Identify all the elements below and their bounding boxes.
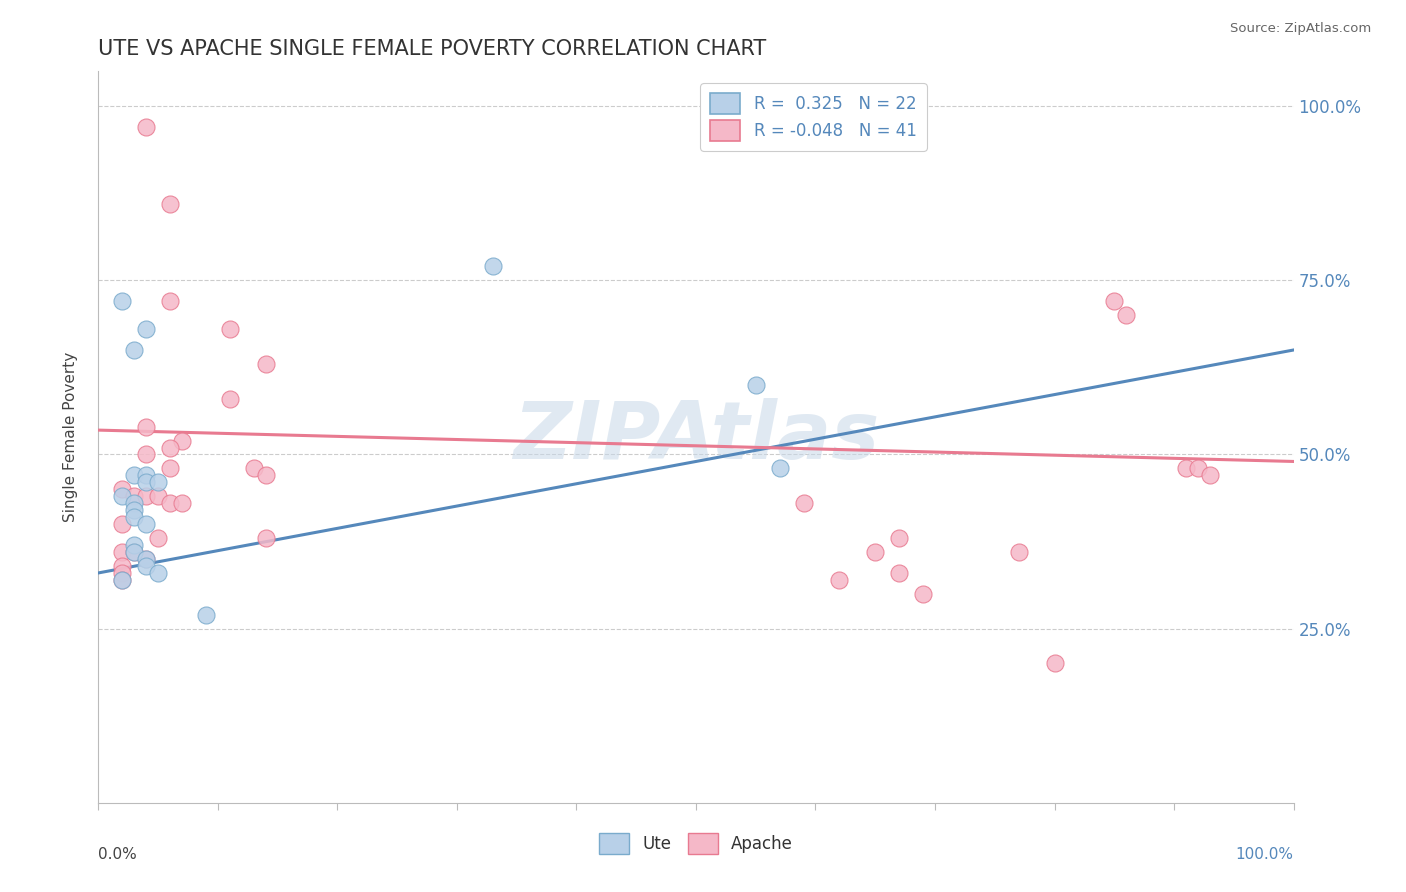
Point [865,545,887,559]
Point [148,489,170,503]
Text: UTE VS APACHE SINGLE FEMALE POVERTY CORRELATION CHART: UTE VS APACHE SINGLE FEMALE POVERTY CORR… [98,38,766,59]
Text: Source: ZipAtlas.com: Source: ZipAtlas.com [1230,22,1371,36]
Point [148,475,170,490]
Point [1175,461,1198,475]
Point [243,461,266,475]
Point [254,357,277,371]
Legend: Ute, Apache: Ute, Apache [592,827,800,860]
Text: 0.0%: 0.0% [98,847,138,862]
Point [135,448,157,462]
Point [111,517,134,532]
Point [1187,461,1209,475]
Point [111,558,134,573]
Text: ZIPAtlas: ZIPAtlas [513,398,879,476]
Point [195,607,218,622]
Point [124,510,146,524]
Point [148,566,170,580]
Point [889,566,911,580]
Point [1008,545,1031,559]
Point [135,552,157,566]
Point [111,573,134,587]
Point [111,566,134,580]
Point [135,558,157,573]
Point [124,489,146,503]
Point [124,496,146,510]
Point [135,419,157,434]
Point [793,496,815,510]
Point [1115,308,1137,322]
Point [148,531,170,545]
Point [1199,468,1222,483]
Point [135,475,157,490]
Point [219,392,242,406]
Point [768,461,790,475]
Point [124,343,146,357]
Point [254,531,277,545]
Point [124,545,146,559]
Point [745,377,768,392]
Point [111,294,134,309]
Point [159,441,181,455]
Point [124,468,146,483]
Text: 100.0%: 100.0% [1236,847,1294,862]
Point [159,294,181,309]
Point [124,545,146,559]
Point [1043,657,1066,671]
Point [124,538,146,552]
Point [828,573,851,587]
Point [889,531,911,545]
Point [1104,294,1126,309]
Point [111,545,134,559]
Point [135,322,157,336]
Point [219,322,242,336]
Point [159,461,181,475]
Point [135,517,157,532]
Point [481,260,505,274]
Point [135,468,157,483]
Point [172,434,194,448]
Point [159,496,181,510]
Point [111,489,134,503]
Point [254,468,277,483]
Y-axis label: Single Female Poverty: Single Female Poverty [63,352,77,522]
Point [135,489,157,503]
Point [135,552,157,566]
Point [172,496,194,510]
Point [124,503,146,517]
Point [111,483,134,497]
Point [135,120,157,134]
Point [159,196,181,211]
Point [111,573,134,587]
Point [911,587,934,601]
